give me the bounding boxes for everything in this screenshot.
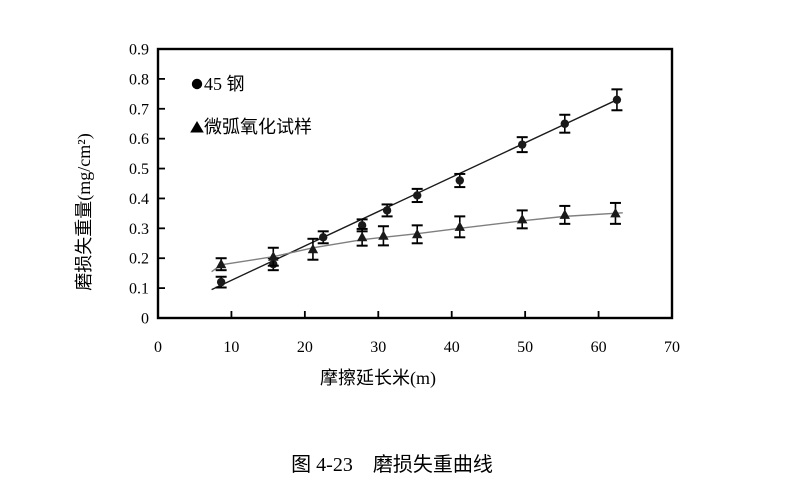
data-point-circle bbox=[357, 221, 367, 230]
data-point-circle bbox=[216, 277, 226, 287]
data-point-circle bbox=[319, 233, 328, 242]
series-mao-sample bbox=[211, 201, 623, 273]
y-axis-tick-label: 0.7 bbox=[129, 101, 149, 118]
data-point-triangle bbox=[356, 231, 368, 242]
data-point-circle bbox=[413, 191, 422, 200]
data-point-circle bbox=[518, 140, 527, 149]
data-point-triangle bbox=[215, 258, 227, 269]
x-axis-tick-label: 50 bbox=[517, 339, 533, 356]
y-axis-tick-label: 0.9 bbox=[129, 42, 149, 59]
data-point-triangle bbox=[517, 213, 528, 224]
y-axis-tick-label: 0.5 bbox=[129, 161, 149, 178]
data-point-triangle bbox=[268, 251, 279, 261]
x-axis-tick-label: 30 bbox=[370, 339, 386, 356]
series-45-steel bbox=[211, 88, 623, 291]
legend-label-45-steel: 45 钢 bbox=[204, 74, 245, 94]
data-point-triangle bbox=[412, 228, 423, 239]
y-axis-tick-label: 0.3 bbox=[129, 221, 149, 238]
x-axis-tick-label: 40 bbox=[444, 339, 460, 356]
data-point-triangle bbox=[454, 221, 465, 231]
data-point-circle bbox=[560, 119, 569, 128]
x-axis-tick-label: 70 bbox=[664, 339, 680, 356]
x-axis-tick-label: 10 bbox=[223, 339, 239, 356]
data-point-triangle bbox=[610, 207, 621, 218]
legend-label-mao-sample: 微弧氧化试样 bbox=[204, 117, 312, 137]
data-point-circle bbox=[455, 176, 464, 185]
legend-triangle-marker-icon bbox=[190, 121, 204, 133]
data-point-triangle bbox=[559, 209, 570, 219]
y-axis-tick-label: 0 bbox=[141, 311, 149, 328]
x-axis-tick-label: 0 bbox=[154, 339, 162, 356]
legend: 45 钢 微弧氧化试样 bbox=[190, 74, 312, 137]
data-point-triangle bbox=[378, 230, 389, 240]
chart-plot-area: 0 10 20 30 40 50 60 70 0 0.1 0.2 0.3 0.4 0.5 0.6 0.7 0.8… bbox=[129, 42, 680, 357]
x-axis-tick-label: 60 bbox=[591, 339, 607, 356]
y-axis-tick-label: 0.2 bbox=[129, 251, 149, 268]
y-axis-tick-label: 0.8 bbox=[129, 71, 149, 88]
x-axis-label: 摩擦延长米(m) bbox=[320, 368, 436, 389]
y-axis-tick-label: 0.4 bbox=[129, 191, 149, 208]
y-axis-tick-label: 0.1 bbox=[129, 281, 149, 298]
figure-caption: 图 4-23 磨损失重曲线 bbox=[291, 453, 493, 476]
y-axis-tick-label: 0.6 bbox=[129, 131, 149, 148]
plot-border bbox=[156, 47, 674, 320]
data-point-circle bbox=[382, 206, 392, 215]
y-axis-label: 磨损失重量(mg/cm²) bbox=[74, 133, 95, 290]
data-point-circle bbox=[612, 95, 622, 105]
x-axis-tick-label: 20 bbox=[297, 339, 313, 356]
data-point-triangle bbox=[307, 243, 319, 254]
legend-circle-marker-icon bbox=[191, 78, 203, 90]
